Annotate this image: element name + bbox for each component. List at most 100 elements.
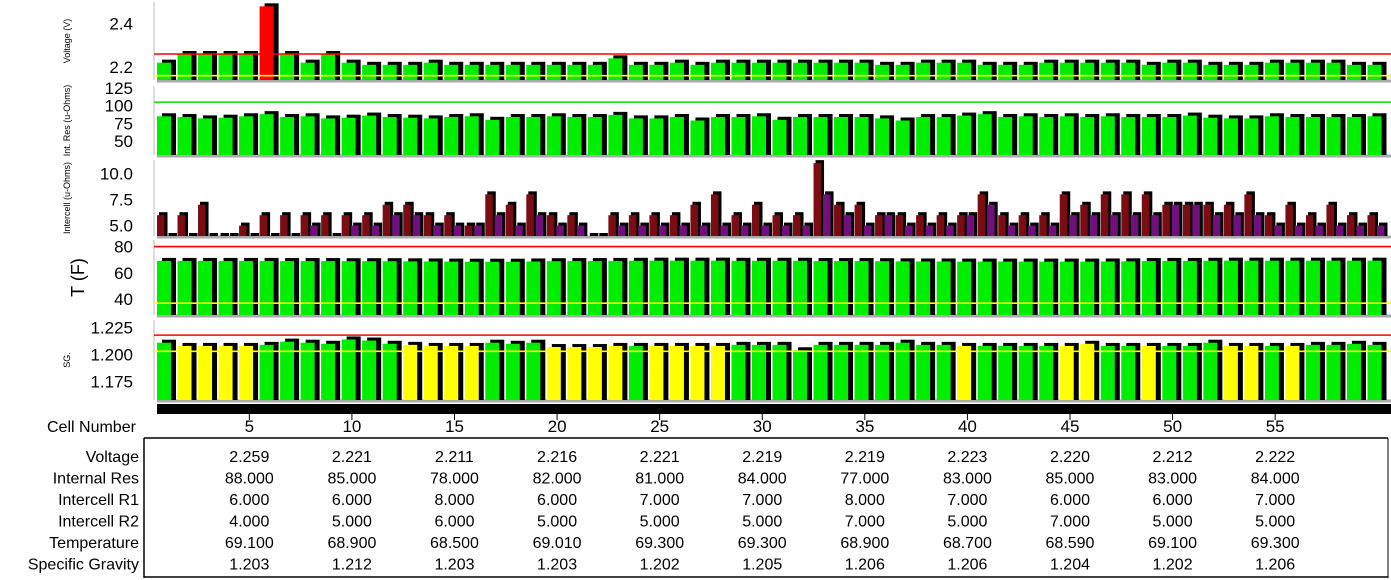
bar [895, 120, 910, 155]
bar [608, 215, 616, 236]
bar [658, 225, 667, 236]
bar [444, 64, 459, 80]
bar [813, 62, 828, 80]
bar [239, 260, 254, 315]
bar [310, 225, 318, 236]
table-cell: 83.000 [943, 471, 992, 488]
bar [1162, 204, 1170, 236]
bar [1203, 64, 1218, 80]
bar [936, 215, 945, 236]
bar [608, 260, 623, 315]
bar [239, 345, 254, 400]
bar [1121, 194, 1129, 236]
bar [526, 64, 541, 80]
table-cell: 2.212 [1153, 449, 1193, 466]
bar [690, 260, 705, 315]
table-cell: 1.203 [537, 557, 577, 574]
bar [895, 342, 910, 400]
bar [690, 64, 705, 80]
bar [1264, 62, 1279, 80]
bar [854, 116, 869, 155]
bar [1285, 260, 1300, 315]
y-tick-label: 1.200 [90, 346, 133, 365]
bar [1335, 225, 1344, 236]
table-cell: 6.000 [434, 514, 474, 531]
bar [916, 62, 931, 80]
table-cell: 69.100 [225, 535, 274, 552]
bar [464, 261, 479, 315]
bar [198, 260, 213, 315]
bar [731, 344, 746, 400]
bar [218, 345, 233, 400]
bar [1141, 345, 1156, 400]
bar [351, 225, 359, 236]
y-tick-label: 1.225 [90, 319, 133, 338]
bar [1367, 260, 1382, 315]
bar [444, 116, 459, 155]
bar-shadow [189, 233, 198, 236]
table-cell: 1.202 [640, 557, 680, 574]
bar [198, 54, 213, 80]
bar [710, 62, 725, 80]
bar [710, 260, 725, 315]
bar [1162, 62, 1177, 80]
bar [403, 344, 418, 400]
bar-shadow [220, 233, 230, 236]
bar [1203, 204, 1211, 236]
bar [772, 215, 781, 236]
bar [649, 118, 664, 155]
y-axis-label: Voltage (V) [62, 19, 72, 64]
bar [1305, 260, 1320, 315]
bar [884, 215, 893, 236]
bar [1223, 118, 1238, 155]
bar [526, 342, 541, 400]
bar [546, 64, 561, 80]
bar [259, 260, 274, 315]
bar [259, 215, 268, 236]
bar [362, 64, 377, 80]
bar [157, 116, 172, 155]
y-tick-label: 1.175 [90, 373, 133, 392]
bar [1182, 115, 1197, 155]
bar [412, 215, 421, 236]
bar-shadow [250, 233, 260, 236]
bar [1059, 62, 1074, 80]
bar [793, 116, 808, 155]
bar [1039, 116, 1054, 155]
bar [1346, 64, 1361, 80]
bar-shadow [209, 233, 219, 236]
bar [813, 116, 828, 155]
bar [1264, 116, 1279, 155]
bar [403, 261, 418, 315]
bar [772, 62, 787, 80]
bar [916, 344, 931, 400]
bar [957, 115, 972, 155]
bar [1039, 345, 1054, 400]
table-cell: 82.000 [533, 471, 582, 488]
bar [823, 194, 831, 236]
y-tick-label: 75 [114, 114, 133, 133]
bar [403, 64, 418, 80]
y-tick-label: 80 [114, 238, 133, 257]
bar [1203, 117, 1218, 155]
table-cell: 5.000 [332, 514, 372, 531]
bar [1346, 343, 1361, 400]
table-cell: 68.700 [943, 535, 992, 552]
table-cell: 7.000 [1255, 492, 1295, 509]
bar [321, 54, 336, 80]
y-tick-label: 100 [105, 97, 133, 116]
bar [854, 62, 869, 80]
bar [957, 62, 972, 80]
bar [403, 204, 411, 236]
bar [793, 62, 808, 80]
bar [1264, 345, 1279, 400]
bar [1018, 64, 1033, 80]
bar [382, 261, 397, 315]
bar [1223, 260, 1238, 315]
y-axis-label: Int. Res (u-Ohms) [62, 85, 72, 157]
bar [957, 215, 965, 236]
bar [321, 118, 336, 155]
table-cell: 68.900 [327, 535, 376, 552]
bar [567, 261, 582, 315]
bar [1039, 215, 1047, 236]
